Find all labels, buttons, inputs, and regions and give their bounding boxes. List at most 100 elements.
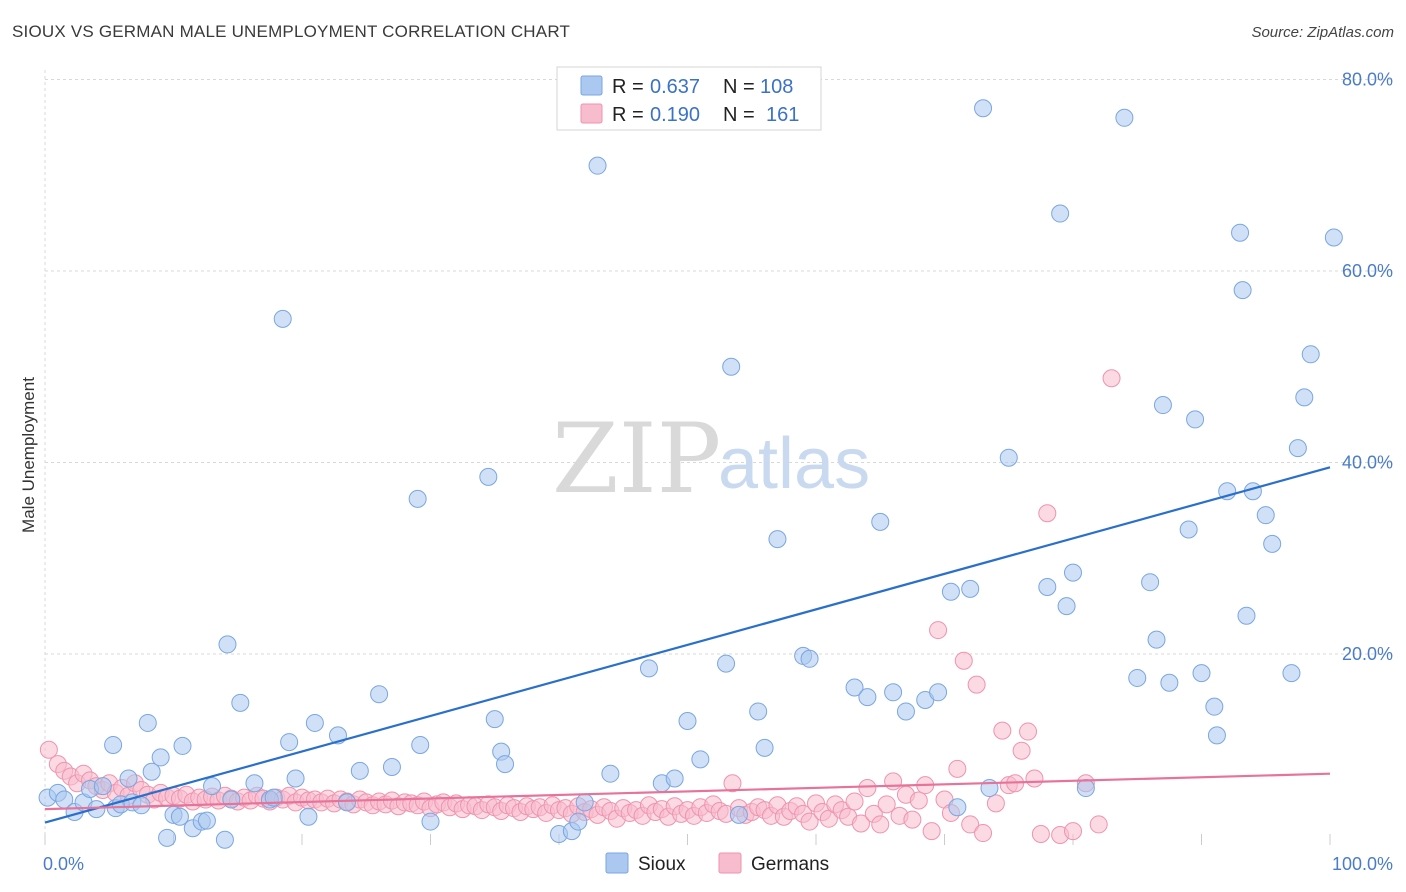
legend-swatch-germans xyxy=(580,103,603,124)
legend-r-label-germans: R = xyxy=(612,104,644,126)
germans-point xyxy=(967,675,986,694)
sioux-point xyxy=(1205,697,1224,716)
watermark: ZIP atlas xyxy=(552,403,870,515)
sioux-point xyxy=(729,805,748,824)
germans-point xyxy=(903,810,922,829)
bottom-legend: Sioux Germans xyxy=(605,852,829,875)
sioux-point xyxy=(1160,673,1179,692)
germans-point xyxy=(1025,769,1044,788)
sioux-point xyxy=(601,764,620,783)
germans-point xyxy=(993,721,1012,740)
grid-lines xyxy=(44,70,1393,845)
sioux-point xyxy=(170,807,189,826)
germans-point xyxy=(986,794,1005,813)
sioux-point xyxy=(218,635,237,654)
sioux-point xyxy=(215,830,234,849)
sioux-point xyxy=(749,702,768,721)
sioux-point xyxy=(337,793,356,812)
legend-n-value-germans: 161 xyxy=(766,104,799,126)
germans-point xyxy=(1012,741,1031,760)
legend-r-value-sioux: 0.637 xyxy=(650,76,700,98)
watermark-zip: ZIP xyxy=(552,403,721,515)
sioux-point xyxy=(411,735,430,754)
sioux-point xyxy=(1301,345,1320,364)
x-tick-labels: 0.0% 100.0% xyxy=(43,854,1393,874)
sioux-point xyxy=(286,769,305,788)
sioux-point xyxy=(119,769,138,788)
sioux-point xyxy=(575,793,594,812)
top-legend: R = 0.637 N = 108 R = 0.190 N = 161 xyxy=(556,66,822,131)
legend-n-value-sioux: 108 xyxy=(760,76,793,98)
sioux-point xyxy=(800,649,819,668)
chart-title: SIOUX VS GERMAN MALE UNEMPLOYMENT CORREL… xyxy=(12,22,571,41)
legend-n-label-germans: N = xyxy=(723,104,755,126)
sioux-point xyxy=(1038,577,1057,596)
sioux-point xyxy=(941,582,960,601)
sioux-point xyxy=(1256,506,1275,525)
sioux-point xyxy=(665,769,684,788)
sioux-point xyxy=(1263,534,1282,553)
y-tick-label-80: 80.0% xyxy=(1342,70,1393,90)
sioux-point xyxy=(382,757,401,776)
sioux-point xyxy=(884,683,903,702)
sioux-point xyxy=(1076,779,1095,798)
trend-lines xyxy=(44,466,1331,824)
germans-point xyxy=(858,779,877,798)
sioux-point xyxy=(479,467,498,486)
sioux-point xyxy=(421,812,440,831)
sioux-point xyxy=(104,735,123,754)
y-tick-label-40: 40.0% xyxy=(1342,453,1393,473)
sioux-point xyxy=(485,710,504,729)
y-axis-label: Male Unemployment xyxy=(19,377,38,533)
germans-points xyxy=(39,369,1121,844)
sioux-point xyxy=(231,693,250,712)
x-tick-min: 0.0% xyxy=(43,854,84,874)
sioux-point xyxy=(1186,410,1205,429)
germans-point xyxy=(1089,815,1108,834)
germans-point xyxy=(929,621,948,640)
x-tick-max: 100.0% xyxy=(1332,854,1393,874)
legend-r-label-sioux: R = xyxy=(612,76,644,98)
germans-trend-line xyxy=(44,772,1331,811)
sioux-point xyxy=(408,489,427,508)
germans-point xyxy=(948,759,967,778)
sioux-point xyxy=(1128,668,1147,687)
y-tick-label-20: 20.0% xyxy=(1342,644,1393,664)
sioux-point xyxy=(1233,281,1252,300)
germans-point xyxy=(922,822,941,841)
germans-point xyxy=(1019,722,1038,741)
sioux-point xyxy=(93,777,112,796)
bottom-legend-label-sioux: Sioux xyxy=(638,854,686,875)
bottom-legend-label-germans: Germans xyxy=(751,854,829,875)
sioux-point xyxy=(999,448,1018,467)
sioux-point xyxy=(350,761,369,780)
legend-n-label-sioux: N = xyxy=(723,76,755,98)
germans-point xyxy=(1064,822,1082,841)
sioux-point xyxy=(280,733,299,752)
sioux-point xyxy=(222,790,241,809)
germans-point xyxy=(845,792,864,811)
sioux-point xyxy=(1237,606,1256,625)
bottom-legend-swatch-sioux xyxy=(605,852,629,874)
sioux-point xyxy=(1153,396,1172,415)
germans-point xyxy=(974,824,993,843)
germans-point xyxy=(954,651,973,670)
y-tick-label-60: 60.0% xyxy=(1342,261,1393,281)
sioux-point xyxy=(691,750,710,769)
sioux-point xyxy=(138,713,157,732)
sioux-point xyxy=(1207,726,1226,745)
germans-point xyxy=(851,814,870,833)
y-tick-labels: 20.0% 40.0% 60.0% 80.0% xyxy=(1342,70,1393,665)
sioux-point xyxy=(1295,388,1314,407)
sioux-point xyxy=(496,755,515,774)
sioux-point xyxy=(305,713,324,732)
sioux-point xyxy=(717,654,736,673)
sioux-point xyxy=(974,99,993,118)
sioux-point xyxy=(896,702,915,721)
sioux-point xyxy=(948,798,967,817)
bottom-legend-swatch-germans xyxy=(718,852,742,874)
sioux-point xyxy=(858,688,877,707)
sioux-point xyxy=(370,685,389,704)
germans-point xyxy=(961,815,980,834)
